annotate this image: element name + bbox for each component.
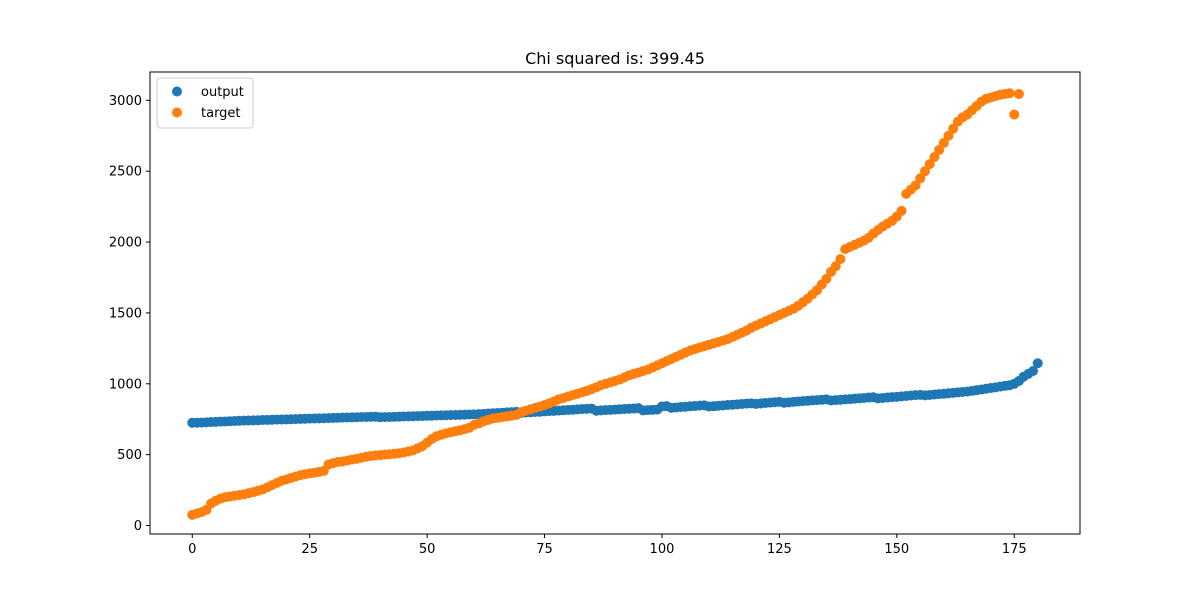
data-point-target xyxy=(938,137,949,148)
x-tick-label: 100 xyxy=(650,542,675,557)
data-point-output xyxy=(1032,358,1043,369)
x-tick-label: 50 xyxy=(419,542,436,557)
y-tick-label: 0 xyxy=(134,519,142,534)
data-point-target xyxy=(929,152,940,163)
y-tick-label: 1500 xyxy=(109,306,142,321)
legend: output target xyxy=(156,77,254,129)
x-tick-label: 125 xyxy=(767,542,792,557)
x-tick-label: 25 xyxy=(301,542,318,557)
data-point-target xyxy=(910,180,921,191)
x-tick-label: 150 xyxy=(884,542,909,557)
chart-title: Chi squared is: 399.45 xyxy=(525,49,705,68)
legend-marker-target xyxy=(172,107,182,118)
data-point-target xyxy=(821,273,832,284)
y-tick-label: 2500 xyxy=(109,165,142,180)
axes-frame xyxy=(149,71,1081,535)
data-point-target xyxy=(934,144,945,155)
y-tick-label: 3000 xyxy=(109,94,142,109)
y-tick-label: 1000 xyxy=(109,377,142,392)
plot-area xyxy=(187,88,1043,520)
data-point-target xyxy=(920,166,930,177)
legend-label-target: target xyxy=(201,106,241,121)
legend-label-output: output xyxy=(201,85,244,100)
legend-marker-output xyxy=(172,86,182,97)
y-tick-label: 500 xyxy=(117,448,142,463)
data-point-target xyxy=(1009,109,1020,120)
data-point-target xyxy=(835,254,846,265)
data-point-target xyxy=(1004,88,1015,99)
series-target xyxy=(187,88,1024,520)
x-tick-label: 0 xyxy=(188,542,196,557)
x-tick-label: 75 xyxy=(536,542,553,557)
axes: 0 25 50 75 100 125 150 175 0 500 1000 1500 2000 2500 3… xyxy=(109,71,1081,557)
y-tick-label: 2000 xyxy=(109,236,142,251)
data-point-target xyxy=(915,173,926,184)
data-point-target xyxy=(943,130,954,141)
data-point-target xyxy=(948,123,959,134)
data-point-target xyxy=(830,261,841,272)
data-point-target xyxy=(924,159,935,170)
x-tick-label: 175 xyxy=(1002,542,1027,557)
data-point-output xyxy=(1028,366,1039,377)
data-point-target xyxy=(896,205,907,216)
data-point-target xyxy=(1013,88,1024,99)
